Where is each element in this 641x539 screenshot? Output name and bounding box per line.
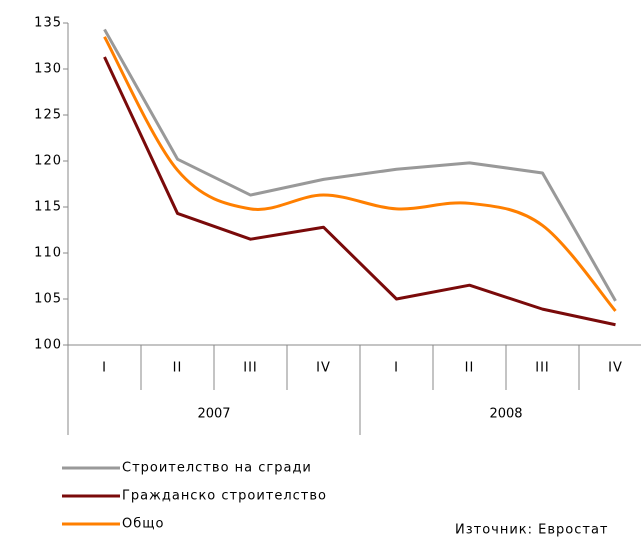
x-tick-label: IV [608, 361, 623, 376]
legend-label: Строителство на сгради [122, 461, 312, 476]
y-tick-label: 110 [34, 246, 62, 261]
y-tick-label: 115 [34, 200, 62, 215]
group-label: 2007 [197, 407, 230, 422]
y-tick-label: 125 [34, 108, 62, 123]
y-tick-label: 130 [34, 62, 62, 77]
x-tick-label: II [173, 361, 183, 376]
x-tick-label: III [535, 361, 550, 376]
series-line [103, 36, 617, 312]
group-label: 2008 [489, 407, 522, 422]
legend-label: Гражданско строителство [122, 489, 327, 504]
source-note: Източник: Евростат [455, 523, 609, 538]
series-line [103, 28, 617, 302]
legend-label: Общо [122, 517, 164, 532]
y-tick-label: 120 [34, 154, 62, 169]
y-tick-label: 105 [34, 292, 62, 307]
x-tick-label: III [243, 361, 258, 376]
x-tick-label: I [394, 361, 399, 376]
y-tick-label: 100 [34, 338, 62, 353]
x-tick-label: II [465, 361, 475, 376]
y-tick-label: 135 [34, 16, 62, 31]
x-tick-label: IV [316, 361, 331, 376]
x-tick-label: I [102, 361, 107, 376]
series-line [103, 56, 616, 327]
